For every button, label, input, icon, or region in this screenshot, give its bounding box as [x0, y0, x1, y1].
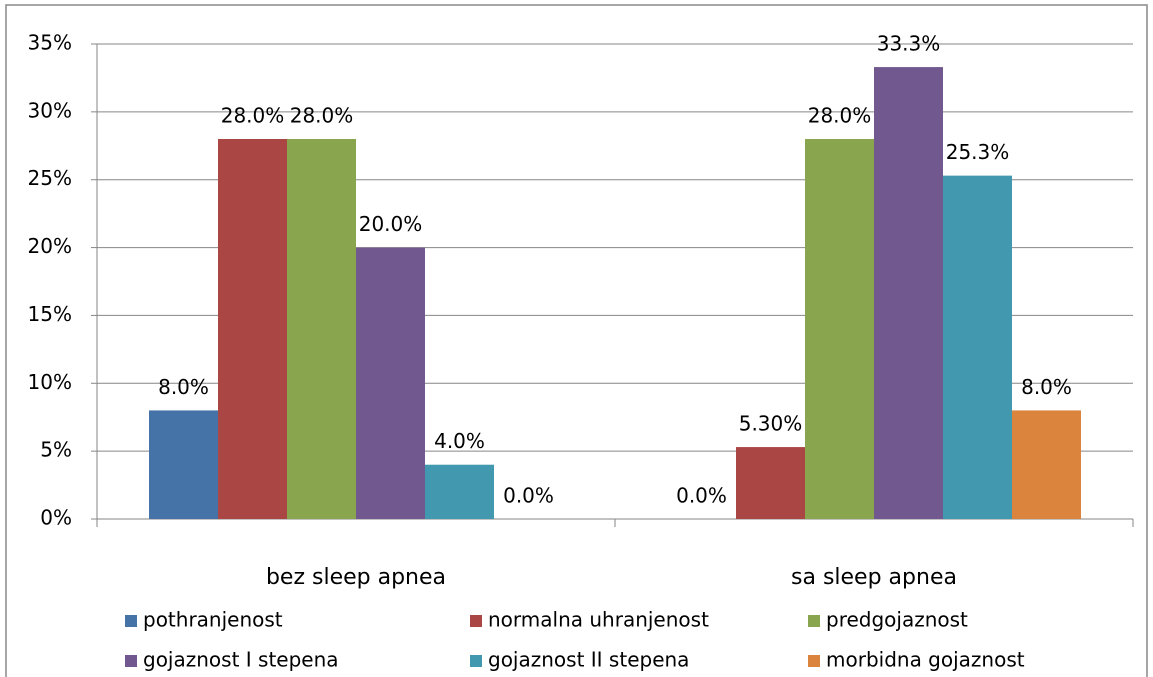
y-tick-label: 15%	[28, 302, 72, 326]
value-label: 28.0%	[221, 104, 285, 128]
y-tick-label: 25%	[28, 166, 72, 190]
y-tick-label: 35%	[28, 31, 72, 55]
value-label: 0.0%	[676, 484, 727, 508]
bar	[149, 410, 218, 519]
bar	[805, 139, 874, 519]
value-label: 0.0%	[503, 484, 554, 508]
legend-label: gojaznost I stepena	[143, 648, 339, 672]
value-label: 33.3%	[877, 32, 941, 56]
y-tick-label: 20%	[28, 234, 72, 258]
x-tick-label: bez sleep apnea	[266, 565, 446, 590]
value-label: 8.0%	[1021, 375, 1072, 399]
y-tick-label: 30%	[28, 98, 72, 122]
bar	[356, 247, 425, 520]
bar	[874, 67, 943, 520]
legend-label: pothranjenost	[143, 608, 283, 632]
legend-swatch	[470, 655, 482, 667]
legend-label: predgojaznost	[826, 608, 968, 632]
value-label: 20.0%	[359, 212, 423, 236]
legend-swatch	[808, 655, 820, 667]
legend-swatch	[470, 615, 482, 627]
y-tick-label: 5%	[40, 438, 72, 462]
bar	[425, 464, 494, 519]
value-label: 4.0%	[434, 429, 485, 453]
bar	[943, 175, 1012, 519]
legend-label: morbidna gojaznost	[826, 648, 1025, 672]
bar	[287, 139, 356, 519]
value-label: 25.3%	[946, 140, 1010, 164]
value-label: 8.0%	[158, 375, 209, 399]
value-label: 28.0%	[290, 104, 354, 128]
legend-swatch	[808, 615, 820, 627]
legend-swatch	[125, 615, 137, 627]
value-label: 5.30%	[739, 412, 803, 436]
y-tick-label: 10%	[28, 370, 72, 394]
legend-label: gojaznost II stepena	[488, 648, 689, 672]
x-tick-label: sa sleep apnea	[791, 565, 957, 590]
legend-label: normalna uhranjenost	[488, 608, 709, 632]
bar	[218, 139, 287, 519]
y-tick-label: 0%	[40, 506, 72, 530]
bar	[736, 447, 805, 519]
bar	[1012, 410, 1081, 519]
legend-swatch	[125, 655, 137, 667]
value-label: 28.0%	[808, 104, 872, 128]
